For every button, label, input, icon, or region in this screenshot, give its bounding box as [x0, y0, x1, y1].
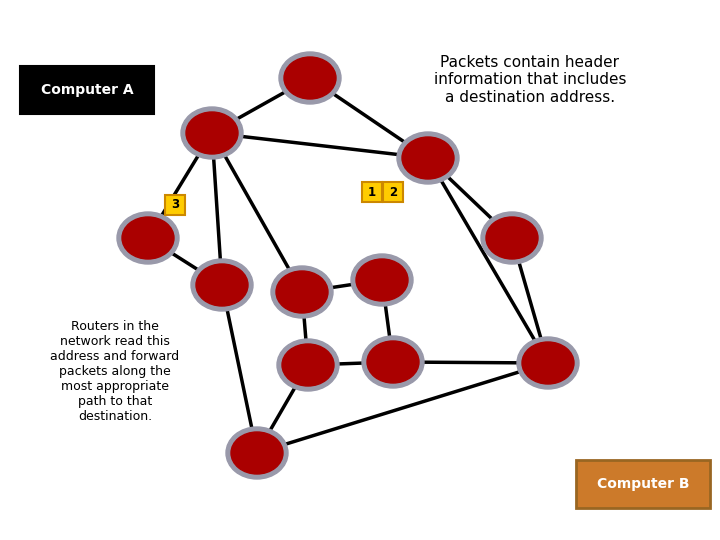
- FancyBboxPatch shape: [576, 460, 710, 508]
- Ellipse shape: [117, 212, 179, 264]
- Ellipse shape: [351, 254, 413, 306]
- Text: Routers in the
network read this
address and forward
packets along the
most appr: Routers in the network read this address…: [50, 320, 179, 423]
- Ellipse shape: [186, 112, 238, 154]
- FancyBboxPatch shape: [165, 195, 185, 215]
- Text: 2: 2: [389, 186, 397, 199]
- Ellipse shape: [279, 52, 341, 104]
- Ellipse shape: [402, 137, 454, 179]
- Ellipse shape: [486, 217, 538, 259]
- Ellipse shape: [284, 57, 336, 99]
- Text: 3: 3: [171, 199, 179, 212]
- Ellipse shape: [191, 259, 253, 311]
- Ellipse shape: [271, 266, 333, 318]
- Text: Computer A: Computer A: [41, 83, 133, 97]
- Ellipse shape: [181, 107, 243, 159]
- Ellipse shape: [367, 341, 419, 383]
- Ellipse shape: [517, 337, 579, 389]
- Ellipse shape: [226, 427, 288, 479]
- Text: Packets contain header
information that includes
a destination address.: Packets contain header information that …: [433, 55, 626, 105]
- Text: Computer B: Computer B: [597, 477, 689, 491]
- Ellipse shape: [231, 432, 283, 474]
- Ellipse shape: [277, 339, 339, 391]
- Ellipse shape: [356, 259, 408, 301]
- FancyBboxPatch shape: [20, 66, 154, 114]
- Ellipse shape: [122, 217, 174, 259]
- Ellipse shape: [397, 132, 459, 184]
- Ellipse shape: [276, 271, 328, 313]
- Ellipse shape: [481, 212, 543, 264]
- Ellipse shape: [196, 264, 248, 306]
- Text: 1: 1: [368, 186, 376, 199]
- Ellipse shape: [282, 344, 334, 386]
- FancyBboxPatch shape: [362, 182, 382, 202]
- FancyBboxPatch shape: [383, 182, 403, 202]
- Ellipse shape: [522, 342, 574, 384]
- Ellipse shape: [362, 336, 424, 388]
